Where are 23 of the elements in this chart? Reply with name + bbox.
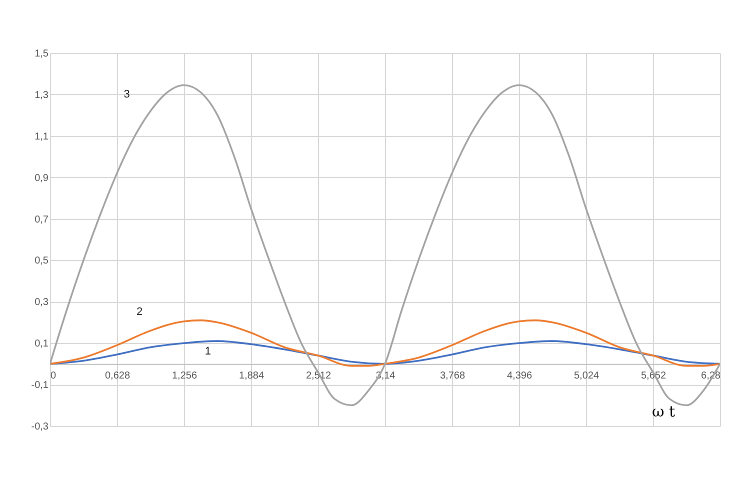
x-tick-label: 1,884	[238, 370, 264, 382]
x-tick-label: 1,256	[172, 370, 198, 382]
text: 3	[124, 88, 130, 100]
y-tick-label: 0,3	[34, 297, 49, 308]
y-tick-label: 0,5	[34, 256, 49, 267]
series-label: 1	[204, 345, 211, 358]
x-tick-label: 0,628	[104, 370, 130, 382]
y-tick-label: 0,1	[34, 338, 49, 350]
y-tick-label: 0,7	[34, 214, 49, 226]
y-tick-label: 0,9	[34, 172, 49, 184]
x-tick-label: 3,768	[440, 370, 466, 382]
line-series	[50, 319, 720, 367]
y-tick-label: 1,5	[34, 48, 49, 60]
y-tick-label: 1,1	[34, 131, 49, 142]
y-tick-label: -0,3	[31, 422, 49, 432]
series-label: 2	[136, 306, 143, 318]
y-tick-label: -0,1	[31, 380, 49, 392]
line-series	[50, 84, 720, 406]
y-tick-label: 1,3	[34, 90, 49, 101]
x-tick-label: 4,396	[506, 370, 532, 382]
x-tick-label: 0	[50, 370, 56, 382]
x-axis-title: ω t	[652, 402, 676, 420]
x-tick-label: 5,024	[574, 370, 600, 382]
